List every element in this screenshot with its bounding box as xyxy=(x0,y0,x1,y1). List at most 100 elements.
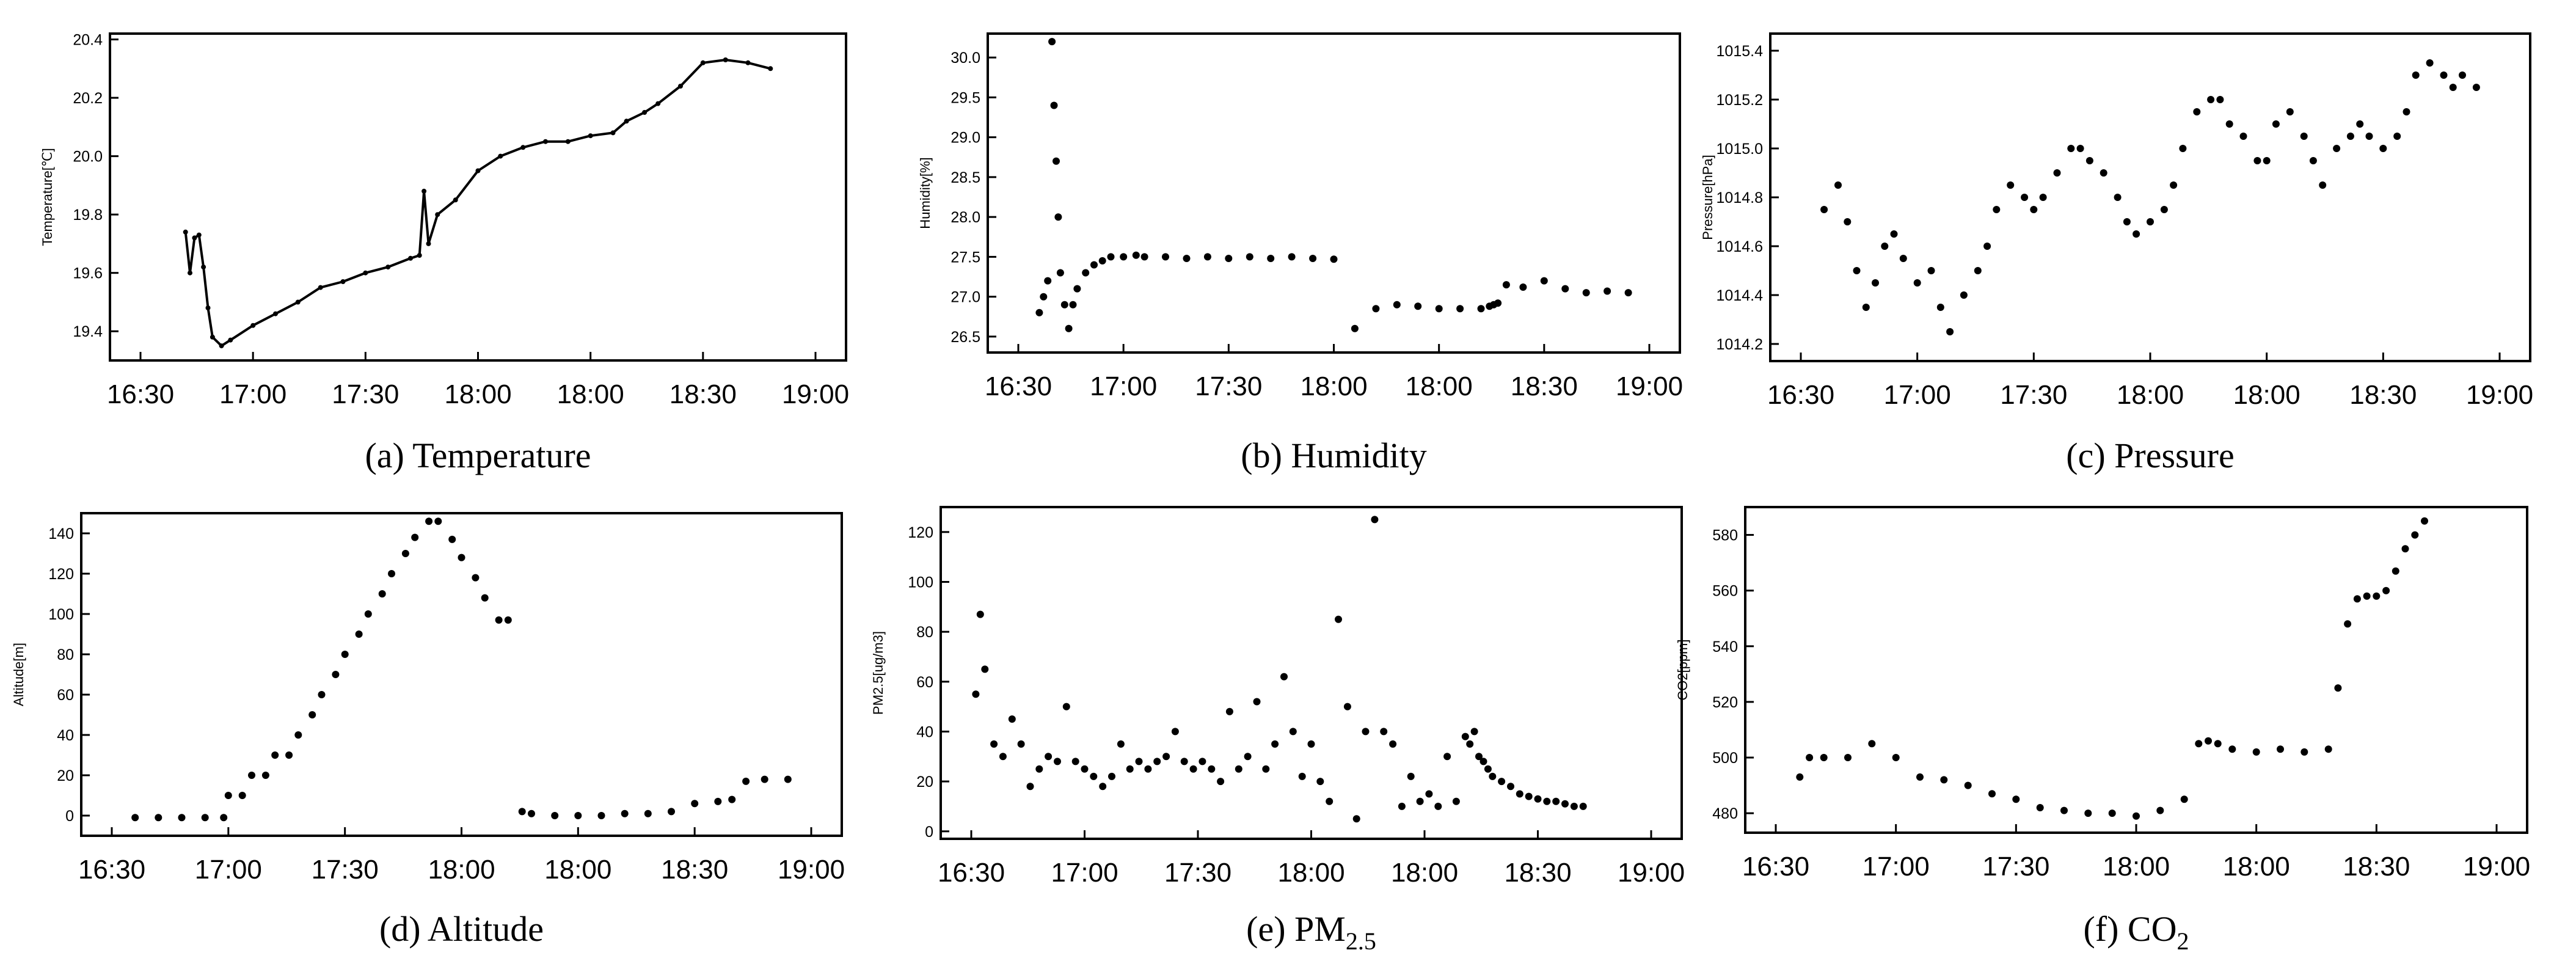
data-point xyxy=(1352,815,1360,823)
x-tick-label: 19:00 xyxy=(1616,371,1683,401)
data-point xyxy=(1132,251,1140,259)
data-point xyxy=(1604,287,1611,295)
y-tick-label: 28.5 xyxy=(950,169,980,186)
y-tick-label: 40 xyxy=(57,727,74,744)
data-point xyxy=(1434,802,1442,810)
y-tick-label: 560 xyxy=(1712,583,1738,600)
data-point xyxy=(1056,269,1064,277)
data-point xyxy=(210,334,215,340)
data-point xyxy=(1516,790,1523,798)
data-point xyxy=(678,84,683,89)
data-point xyxy=(1435,305,1443,313)
y-tick-label: 480 xyxy=(1712,805,1738,822)
data-point xyxy=(1425,790,1433,798)
data-point xyxy=(481,594,489,602)
data-point xyxy=(1872,279,1879,287)
data-point xyxy=(340,279,346,284)
data-point xyxy=(1475,753,1483,761)
data-point xyxy=(308,711,316,718)
data-point xyxy=(1040,293,1048,301)
data-point xyxy=(976,610,984,618)
x-tick-label: 16:30 xyxy=(1767,380,1834,410)
data-point xyxy=(188,270,192,276)
data-point xyxy=(2356,120,2364,128)
data-point xyxy=(1180,758,1188,766)
data-point xyxy=(220,814,228,822)
data-point xyxy=(2277,745,2284,753)
data-point xyxy=(1065,324,1073,332)
x-tick-label: 17:00 xyxy=(1884,380,1951,410)
y-tick-label: 19.4 xyxy=(73,323,103,340)
data-point xyxy=(1890,230,1898,238)
data-point xyxy=(1098,257,1106,265)
data-point xyxy=(1289,728,1297,736)
data-point xyxy=(1494,299,1502,307)
caption-main: (e) PM xyxy=(1246,909,1346,949)
data-point xyxy=(543,139,548,144)
data-point xyxy=(520,145,526,150)
chart-humidity: 26.5 27.0 27.5 28.0 28.5 29.0 29.5 30.0 16:30 17:… xyxy=(918,32,1683,475)
data-point xyxy=(1203,253,1211,261)
y-tick-label: 20 xyxy=(916,773,933,791)
data-point xyxy=(1246,253,1253,261)
x-tick-label: 18:00 xyxy=(444,379,511,409)
data-point xyxy=(248,772,255,779)
y-tick-label: 20.0 xyxy=(73,148,103,166)
data-point xyxy=(417,253,422,258)
y-axis-label: Pressure[hPa] xyxy=(1700,155,1715,239)
x-tick-label: 18:00 xyxy=(1277,858,1345,888)
caption-main: (d) Altitude xyxy=(379,909,544,949)
data-point xyxy=(2459,71,2466,79)
data-point xyxy=(2393,133,2401,140)
data-point xyxy=(1171,728,1179,736)
data-point xyxy=(495,616,503,624)
caption-main: (f) CO xyxy=(2083,909,2176,949)
caption-pressure: (c) Pressure xyxy=(2066,436,2234,475)
data-point xyxy=(691,800,699,808)
caption-co2: (f) CO2 xyxy=(2083,909,2189,955)
data-point xyxy=(1199,758,1206,766)
data-point xyxy=(1244,753,1252,761)
data-point xyxy=(1099,783,1107,791)
data-point xyxy=(498,153,503,159)
data-point xyxy=(2156,806,2164,814)
y-tick-label: 26.5 xyxy=(950,329,980,346)
data-point xyxy=(1561,285,1569,293)
x-tick-label: 19:00 xyxy=(782,379,849,409)
caption-main: (c) Pressure xyxy=(2066,436,2234,475)
data-point xyxy=(1561,800,1569,808)
data-point xyxy=(2411,531,2419,539)
data-point xyxy=(261,772,269,779)
plot-frame xyxy=(987,32,1681,354)
data-point xyxy=(2114,194,2122,201)
data-point xyxy=(644,809,652,817)
data-point xyxy=(2449,84,2457,91)
y-tick-label: 500 xyxy=(1712,750,1738,767)
data-point xyxy=(2084,809,2092,817)
x-tick-label: 18:30 xyxy=(670,379,737,409)
data-point xyxy=(1983,243,1991,250)
data-point xyxy=(1280,673,1288,681)
data-point xyxy=(285,751,293,759)
data-point xyxy=(1107,253,1115,261)
y-tick-label: 60 xyxy=(57,687,74,704)
data-point xyxy=(1053,157,1060,165)
caption-main: (b) Humidity xyxy=(1241,436,1426,475)
data-point xyxy=(2334,684,2342,692)
y-tick-label: 27.0 xyxy=(950,289,980,306)
data-point xyxy=(1456,305,1464,313)
data-point xyxy=(2363,592,2371,600)
data-point xyxy=(1820,206,1828,213)
data-point xyxy=(1834,181,1842,189)
data-point xyxy=(1974,267,1982,274)
data-point xyxy=(2263,157,2271,164)
chart-pressure: 1014.2 1014.4 1014.6 1014.8 1015.0 1015.2 1015… xyxy=(1700,32,2533,475)
data-point xyxy=(2324,745,2332,753)
data-point xyxy=(228,337,233,343)
x-tick-label: 19:00 xyxy=(778,855,845,885)
y-tick-label: 540 xyxy=(1712,638,1738,656)
data-point xyxy=(1868,740,1876,748)
data-point xyxy=(1484,765,1492,773)
data-point xyxy=(2108,809,2116,817)
